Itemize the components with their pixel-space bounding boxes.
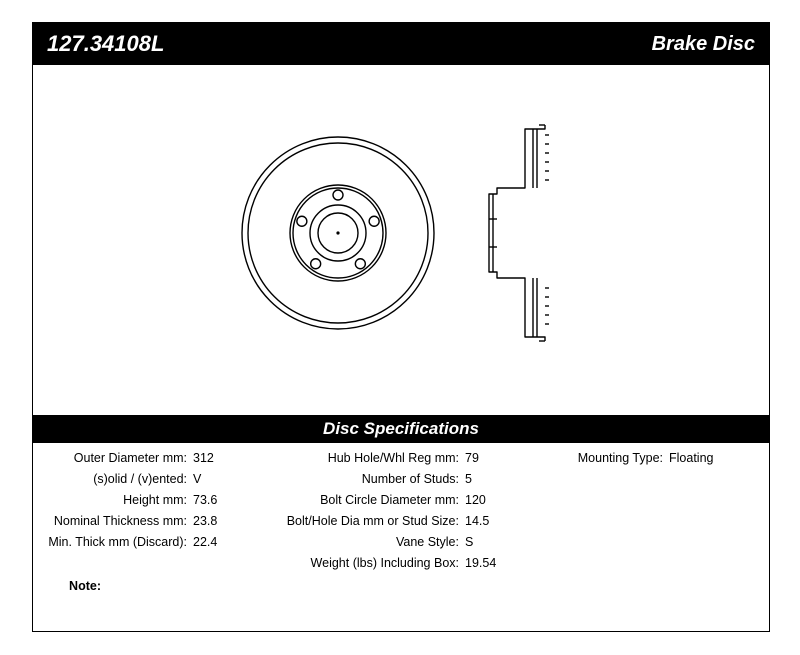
spec-label: Bolt/Hole Dia mm or Stud Size: xyxy=(271,514,465,528)
spec-row: Nominal Thickness mm:23.8 xyxy=(41,514,271,533)
disc-front-view xyxy=(238,133,438,333)
spec-value: S xyxy=(465,535,473,549)
spec-value: 22.4 xyxy=(193,535,217,549)
spec-row: Hub Hole/Whl Reg mm:79 xyxy=(271,451,561,470)
disc-side-view xyxy=(474,123,564,343)
spec-section-header: Disc Specifications xyxy=(33,415,769,443)
spec-row: Outer Diameter mm:312 xyxy=(41,451,271,470)
spec-column-3: Mounting Type:Floating xyxy=(561,451,771,575)
spec-label: Mounting Type: xyxy=(561,451,669,465)
spec-value: 5 xyxy=(465,472,472,486)
diagram-area xyxy=(33,73,769,393)
spec-value: 19.54 xyxy=(465,556,496,570)
spec-value: 79 xyxy=(465,451,479,465)
spec-label: Vane Style: xyxy=(271,535,465,549)
spec-value: V xyxy=(193,472,201,486)
spec-label: Bolt Circle Diameter mm: xyxy=(271,493,465,507)
spec-row: Weight (lbs) Including Box:19.54 xyxy=(271,556,561,575)
spec-label: Hub Hole/Whl Reg mm: xyxy=(271,451,465,465)
spec-label: Number of Studs: xyxy=(271,472,465,486)
spec-label: Outer Diameter mm: xyxy=(41,451,193,465)
spec-row: Bolt/Hole Dia mm or Stud Size:14.5 xyxy=(271,514,561,533)
spec-value: 120 xyxy=(465,493,486,507)
spec-label: Min. Thick mm (Discard): xyxy=(41,535,193,549)
spec-row: (s)olid / (v)ented:V xyxy=(41,472,271,491)
spec-label: (s)olid / (v)ented: xyxy=(41,472,193,486)
part-number: 127.34108L xyxy=(47,31,164,57)
spec-column-2: Hub Hole/Whl Reg mm:79Number of Studs:5B… xyxy=(271,451,561,575)
spec-value: 14.5 xyxy=(465,514,489,528)
spec-value: 73.6 xyxy=(193,493,217,507)
spec-value: 312 xyxy=(193,451,214,465)
spec-column-1: Outer Diameter mm:312(s)olid / (v)ented:… xyxy=(41,451,271,575)
spec-label: Height mm: xyxy=(41,493,193,507)
spec-row: Min. Thick mm (Discard):22.4 xyxy=(41,535,271,554)
header-bar: 127.34108L Brake Disc xyxy=(33,23,769,65)
spec-label: Nominal Thickness mm: xyxy=(41,514,193,528)
spec-grid: Outer Diameter mm:312(s)olid / (v)ented:… xyxy=(33,447,769,575)
spec-row: Vane Style:S xyxy=(271,535,561,554)
note-label: Note: xyxy=(41,579,101,593)
spec-row: Number of Studs:5 xyxy=(271,472,561,491)
spec-row: Height mm:73.6 xyxy=(41,493,271,512)
spec-row: Bolt Circle Diameter mm:120 xyxy=(271,493,561,512)
product-name: Brake Disc xyxy=(652,33,755,56)
spec-row: Mounting Type:Floating xyxy=(561,451,771,470)
spec-label: Weight (lbs) Including Box: xyxy=(271,556,465,570)
spec-value: 23.8 xyxy=(193,514,217,528)
spec-value: Floating xyxy=(669,451,713,465)
spec-sheet-frame: 127.34108L Brake Disc Disc Specification… xyxy=(32,22,770,632)
